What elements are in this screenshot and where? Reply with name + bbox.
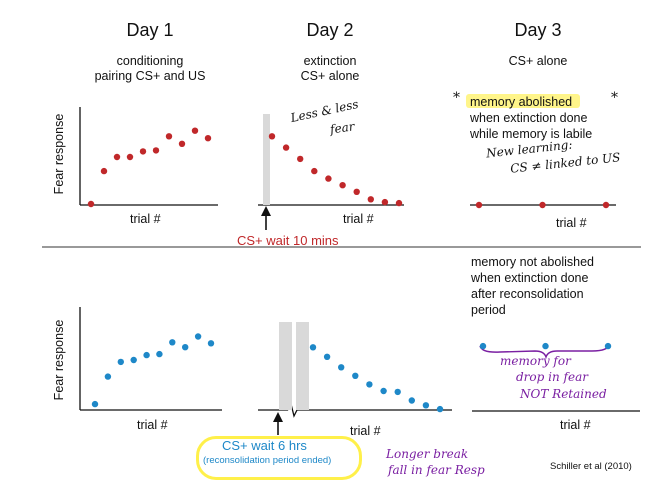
data-point-bottom-day3 bbox=[542, 342, 549, 350]
x-label-bottom-day1: trial # bbox=[137, 418, 168, 432]
note-line: memory abolished bbox=[470, 95, 573, 109]
data-point-bottom-day2 bbox=[436, 405, 444, 413]
data-point-top-day2 bbox=[297, 155, 304, 163]
handwriting-not-retained: NOT Retained bbox=[520, 387, 607, 401]
data-point-bottom-day1 bbox=[207, 340, 215, 347]
data-point-top-day1 bbox=[100, 167, 108, 175]
data-point-top-day1 bbox=[165, 133, 173, 140]
brace-icon bbox=[479, 343, 611, 360]
wait-sublabel-6-hrs: (reconsolidation period ended) bbox=[203, 455, 332, 466]
note-line: memory not abolished bbox=[471, 255, 594, 269]
data-point-bottom-day2 bbox=[380, 387, 387, 395]
handwriting-star-left: * bbox=[453, 90, 460, 106]
data-point-bottom-day2 bbox=[309, 344, 317, 351]
data-point-bottom-day2 bbox=[422, 402, 430, 409]
data-point-bottom-day2 bbox=[408, 397, 415, 404]
day1-title: Day 1 bbox=[126, 20, 174, 40]
data-point-top-day1 bbox=[204, 135, 212, 142]
note-line: period bbox=[471, 303, 506, 317]
stimulus-bar-top bbox=[263, 114, 270, 205]
day2-subtitle-2: CS+ alone bbox=[300, 69, 360, 83]
x-label-top-day2: trial # bbox=[343, 212, 374, 226]
data-point-bottom-day1 bbox=[130, 356, 137, 364]
data-point-bottom-day2 bbox=[338, 364, 345, 371]
axes-bottom-day1 bbox=[79, 307, 222, 411]
data-point-bottom-day1 bbox=[104, 373, 112, 380]
data-point-top-day2 bbox=[325, 175, 332, 182]
day1-subtitle-2: pairing CS+ and US bbox=[94, 69, 206, 83]
data-point-bottom-day3 bbox=[479, 342, 487, 350]
arrow-up-icon bbox=[261, 206, 271, 230]
wait-label-6-hrs: CS+ wait 6 hrs bbox=[222, 438, 307, 453]
stimulus-bar-bottom-1 bbox=[279, 322, 292, 410]
day3-title: Day 3 bbox=[514, 20, 562, 40]
data-point-bottom-day1 bbox=[169, 339, 176, 346]
data-point-top-day3 bbox=[602, 201, 610, 209]
arrow-up-icon bbox=[273, 412, 283, 435]
data-point-bottom-day1 bbox=[194, 333, 202, 340]
data-point-top-day1 bbox=[87, 200, 95, 208]
data-point-top-day1 bbox=[113, 153, 121, 161]
handwriting-fall-in-fear: fall in fear Resp bbox=[388, 463, 485, 477]
data-point-top-day2 bbox=[353, 188, 360, 195]
data-point-bottom-day3 bbox=[604, 342, 612, 350]
data-point-bottom-day1 bbox=[143, 351, 150, 359]
data-point-top-day1 bbox=[152, 147, 160, 154]
data-point-bottom-day2 bbox=[394, 388, 401, 396]
wait-label-10-mins: CS+ wait 10 mins bbox=[237, 233, 339, 248]
data-point-top-day2 bbox=[381, 198, 389, 206]
day2-title: Day 2 bbox=[306, 20, 354, 40]
data-point-bottom-day1 bbox=[117, 358, 125, 366]
axes-top-day1 bbox=[79, 107, 218, 206]
note-line: when extinction done bbox=[471, 271, 589, 285]
data-point-top-day2 bbox=[311, 167, 318, 175]
data-point-top-day3 bbox=[539, 201, 546, 209]
data-point-top-day1 bbox=[178, 140, 186, 147]
day3-subtitle-1: CS+ alone bbox=[508, 54, 568, 68]
data-point-top-day2 bbox=[367, 196, 374, 203]
data-point-bottom-day1 bbox=[156, 350, 163, 358]
x-label-bottom-day3: trial # bbox=[560, 418, 591, 432]
data-point-bottom-day2 bbox=[323, 353, 331, 360]
highlight-memory-abolished bbox=[466, 94, 580, 108]
x-label-top-day3: trial # bbox=[556, 216, 587, 230]
data-point-top-day3 bbox=[475, 201, 483, 209]
data-point-top-day1 bbox=[191, 127, 199, 134]
data-point-top-day2 bbox=[395, 199, 403, 207]
note-line: after reconsolidation bbox=[471, 287, 584, 301]
highlight-wait-6-hrs bbox=[196, 436, 362, 480]
x-label-top-day1: trial # bbox=[130, 212, 161, 226]
x-label-bottom-day2: trial # bbox=[350, 424, 381, 438]
data-point-top-day2 bbox=[282, 144, 290, 151]
day2-subtitle-1: extinction bbox=[303, 54, 357, 68]
handwriting-star-right: * bbox=[611, 90, 618, 106]
data-point-top-day2 bbox=[339, 182, 346, 189]
data-point-top-day1 bbox=[139, 148, 147, 155]
stimulus-bar-bottom-2 bbox=[296, 322, 309, 410]
data-point-bottom-day1 bbox=[182, 344, 189, 351]
handwriting-memory-for: memory for bbox=[500, 354, 571, 368]
data-point-top-day1 bbox=[126, 153, 134, 161]
note-line: while memory is labile bbox=[470, 127, 593, 141]
handwriting-drop-in-fear: drop in fear bbox=[516, 370, 588, 384]
day1-subtitle-1: conditioning bbox=[116, 54, 184, 68]
data-point-bottom-day2 bbox=[352, 372, 359, 379]
data-point-bottom-day1 bbox=[91, 400, 99, 408]
citation: Schiller et al (2010) bbox=[550, 461, 632, 472]
note-line: when extinction done bbox=[470, 111, 588, 125]
data-point-top-day2 bbox=[268, 133, 276, 140]
handwriting-longer-break: Longer break bbox=[386, 447, 469, 461]
day3-note-bottom: memory not abolished when extinction don… bbox=[471, 254, 594, 318]
data-point-bottom-day2 bbox=[366, 381, 373, 388]
day3-note-top: memory abolished when extinction done wh… bbox=[470, 94, 592, 142]
